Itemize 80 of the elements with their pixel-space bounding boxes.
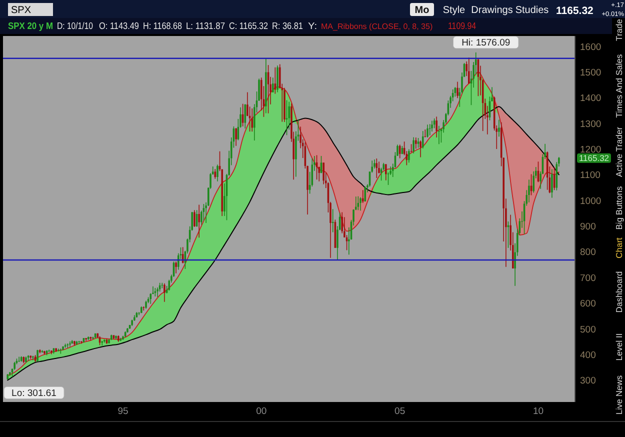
x-tick-label: 95: [118, 406, 128, 417]
y-tick-label: 700: [580, 272, 596, 284]
annotation: Lo: 301.61: [12, 388, 56, 399]
text: Chart: [614, 236, 624, 258]
y-tick-label: 1000: [580, 196, 602, 207]
candlestick: [276, 65, 278, 93]
text: 1165.32: [556, 5, 594, 17]
x-tick-label: 05: [394, 406, 406, 417]
annotation: Hi: 1576.09: [462, 37, 510, 48]
x-tick-label: 00: [256, 406, 267, 417]
y-tick-label: 600: [580, 298, 596, 310]
y-tick-label: 400: [580, 350, 596, 361]
text: L: 1131.87: [186, 21, 230, 32]
candlestick: [69, 340, 71, 348]
y-tick-label: 1100: [580, 170, 600, 182]
y-tick-label: 1400: [580, 93, 602, 104]
candlestick: [156, 287, 158, 298]
text: Style: [442, 5, 466, 16]
candlestick: [498, 119, 500, 138]
candlestick: [551, 168, 553, 198]
text: 1109.94: [448, 21, 482, 32]
chart-title: SPX: [11, 5, 32, 16]
text: Mo: [414, 5, 430, 16]
y-tick-label: 800: [580, 247, 596, 258]
y-tick-label: 500: [580, 324, 596, 336]
y-tick-label: 900: [580, 222, 596, 233]
candlestick: [428, 124, 431, 136]
chart-subtitle: SPX 20 y M: [8, 21, 59, 32]
candlestick: [362, 190, 364, 204]
candlestick: [422, 130, 424, 149]
text: 1165.32: [578, 152, 610, 163]
text: Trade: [614, 18, 624, 41]
y-tick-label: 300: [580, 376, 596, 387]
candlestick: [194, 210, 196, 228]
text: Times And Sales: [614, 54, 624, 118]
candlestick: [420, 140, 422, 158]
x-tick-label: 10: [532, 406, 544, 417]
candlestick: [378, 161, 380, 174]
candlestick: [341, 212, 343, 234]
candlestick: [235, 128, 237, 146]
candlestick: [364, 186, 366, 202]
text: Dashboard: [614, 270, 624, 313]
candlestick: [272, 77, 274, 93]
candlestick: [408, 148, 410, 164]
text: Drawings: [471, 5, 513, 16]
candlestick: [251, 108, 254, 132]
candlestick: [385, 164, 387, 181]
candlestick: [216, 164, 218, 182]
candlestick: [48, 349, 50, 353]
text: MA_Ribbons (CLOSE, 0, 8, 35): [321, 22, 433, 31]
candlestick: [426, 124, 428, 138]
text: Studies: [515, 5, 549, 16]
candlestick: [532, 170, 535, 194]
text: R: 36.81: [272, 21, 308, 32]
text: Big Buttons: [614, 186, 624, 230]
candlestick: [322, 162, 324, 185]
candlestick: [360, 196, 362, 212]
candlestick: [182, 246, 184, 264]
text: Active Trader: [614, 126, 624, 178]
candlestick: [164, 282, 166, 302]
candlestick: [412, 136, 414, 154]
y-tick-label: 1500: [580, 67, 602, 78]
text: Level II: [614, 333, 624, 361]
candlestick: [456, 81, 458, 99]
y-tick-label: 1600: [580, 42, 602, 53]
text: Y:: [308, 21, 317, 32]
candlestick: [528, 179, 530, 203]
candlestick: [32, 355, 34, 361]
candlestick: [214, 168, 216, 180]
candlestick: [18, 356, 20, 362]
candlestick: [286, 100, 288, 136]
candlestick: [150, 292, 152, 304]
candlestick: [431, 120, 433, 132]
text: Live News: [614, 375, 624, 415]
candlestick: [415, 137, 417, 150]
y-tick-label: 1300: [580, 118, 602, 130]
candlestick: [438, 125, 440, 145]
candlestick: [436, 116, 438, 138]
candlestick: [198, 204, 200, 238]
candlestick: [175, 261, 177, 274]
